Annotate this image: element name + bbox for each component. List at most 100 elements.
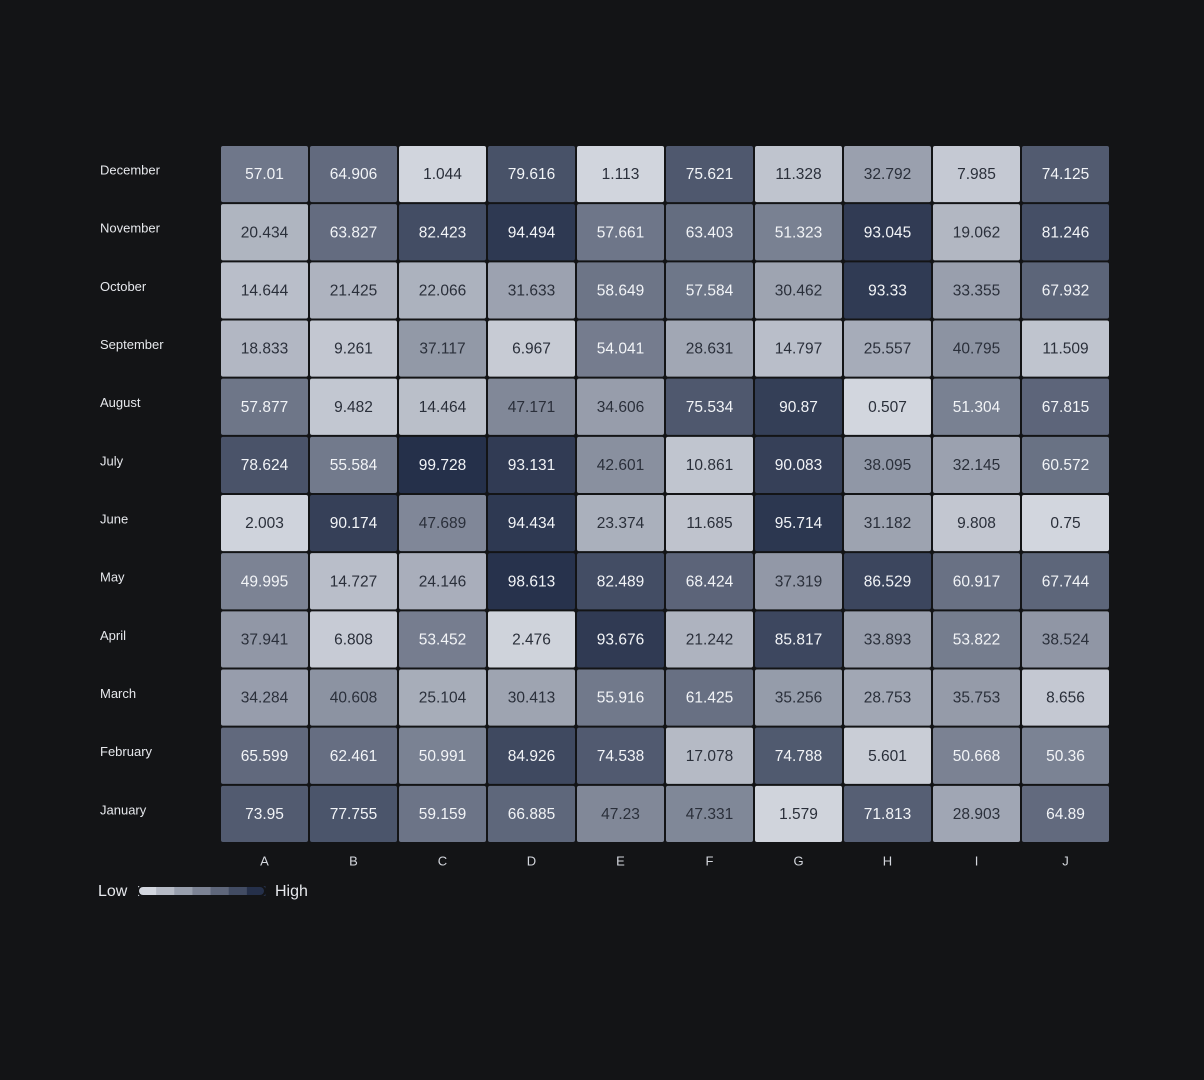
heatmap-cell	[399, 611, 486, 668]
heatmap-cell	[310, 669, 397, 726]
legend-low: Low	[98, 883, 128, 900]
cell-value: 25.104	[419, 690, 467, 707]
heatmap-cell	[310, 320, 397, 377]
cell-value: 2.476	[512, 632, 551, 649]
heatmap-cell	[666, 495, 753, 552]
row-label: October	[100, 279, 147, 294]
heatmap-cell	[488, 146, 575, 203]
heatmap-cell	[577, 262, 664, 319]
cell-value: 17.078	[686, 748, 733, 765]
cell-value: 6.967	[512, 341, 551, 358]
heatmap-cell	[666, 320, 753, 377]
cell-value: 28.631	[686, 341, 733, 358]
cell-value: 75.621	[686, 166, 733, 183]
heatmap-cell	[310, 727, 397, 784]
heatmap-cell	[577, 146, 664, 203]
cell-value: 82.423	[419, 224, 466, 241]
heatmap-cell	[755, 785, 842, 842]
heatmap-cell	[844, 146, 931, 203]
heatmap-cell	[755, 204, 842, 261]
cell-value: 59.159	[419, 806, 466, 823]
cell-value: 65.599	[241, 748, 288, 765]
cell-value: 50.991	[419, 748, 466, 765]
cell-value: 42.601	[597, 457, 644, 474]
cell-value: 10.861	[686, 457, 733, 474]
cell-value: 85.817	[775, 632, 822, 649]
cell-value: 51.304	[953, 399, 1001, 416]
heatmap-cell	[666, 436, 753, 493]
heatmap-cell	[221, 378, 308, 435]
heatmap-cell	[755, 669, 842, 726]
cell-value: 90.87	[779, 399, 818, 416]
heatmap-cell	[399, 320, 486, 377]
cell-value: 11.685	[686, 515, 732, 532]
heatmap-cell	[755, 378, 842, 435]
heatmap-cell	[310, 436, 397, 493]
cell-value: 23.374	[597, 515, 645, 532]
cell-value: 18.833	[241, 341, 288, 358]
heatmap-cell	[488, 262, 575, 319]
cell-value: 64.906	[330, 166, 377, 183]
cell-value: 99.728	[419, 457, 466, 474]
legend-swatch	[138, 886, 157, 896]
heatmap-cell	[933, 727, 1020, 784]
heatmap-cell	[844, 320, 931, 377]
heatmap-cell	[844, 378, 931, 435]
column-label: E	[616, 853, 625, 868]
heatmap-cell	[666, 262, 753, 319]
heatmap-cell	[221, 785, 308, 842]
legend-swatch	[210, 886, 230, 896]
row-label: February	[100, 744, 153, 759]
row-label: January	[100, 802, 147, 817]
cell-value: 34.606	[597, 399, 644, 416]
cell-value: 74.125	[1042, 166, 1089, 183]
column-label: G	[793, 853, 803, 868]
cell-value: 9.808	[957, 515, 996, 532]
heatmap-cell	[488, 320, 575, 377]
cell-value: 67.932	[1042, 283, 1089, 300]
cell-value: 7.985	[957, 166, 996, 183]
heatmap-cell	[221, 611, 308, 668]
heatmap-cell	[221, 146, 308, 203]
heatmap-cell	[844, 669, 931, 726]
cell-value: 71.813	[864, 806, 911, 823]
cell-value: 84.926	[508, 748, 555, 765]
cell-value: 1.044	[423, 166, 462, 183]
heatmap-cell	[310, 204, 397, 261]
heatmap-cell	[488, 611, 575, 668]
heatmap-cell	[933, 669, 1020, 726]
cell-value: 58.649	[597, 283, 644, 300]
cell-value: 75.534	[686, 399, 734, 416]
cell-value: 19.062	[953, 224, 1000, 241]
cell-value: 94.434	[508, 515, 556, 532]
heatmap-cell	[1022, 436, 1109, 493]
row-label: November	[100, 221, 161, 236]
heatmap-cell	[399, 436, 486, 493]
cell-value: 63.827	[330, 224, 377, 241]
legend-swatch	[246, 886, 266, 896]
heatmap-cell	[844, 204, 931, 261]
heatmap-cell	[755, 320, 842, 377]
cell-value: 67.815	[1042, 399, 1089, 416]
cell-value: 14.797	[775, 341, 822, 358]
cell-value: 93.676	[597, 632, 644, 649]
cell-value: 54.041	[597, 341, 644, 358]
cell-value: 74.788	[775, 748, 822, 765]
heatmap-cell	[933, 611, 1020, 668]
heatmap-cell	[310, 495, 397, 552]
heatmap-cell	[399, 262, 486, 319]
cell-value: 34.284	[241, 690, 289, 707]
cell-value: 30.413	[508, 690, 555, 707]
heatmap-cell	[1022, 553, 1109, 610]
heatmap-cell	[666, 611, 753, 668]
column-label: C	[438, 853, 447, 868]
heatmap-cell	[221, 436, 308, 493]
heatmap-cell	[1022, 204, 1109, 261]
row-label: March	[100, 686, 136, 701]
heatmap-cell	[577, 669, 664, 726]
cell-value: 47.331	[686, 806, 733, 823]
cell-value: 90.083	[775, 457, 822, 474]
cell-value: 5.601	[868, 748, 907, 765]
cell-value: 61.425	[686, 690, 733, 707]
cell-value: 66.885	[508, 806, 555, 823]
